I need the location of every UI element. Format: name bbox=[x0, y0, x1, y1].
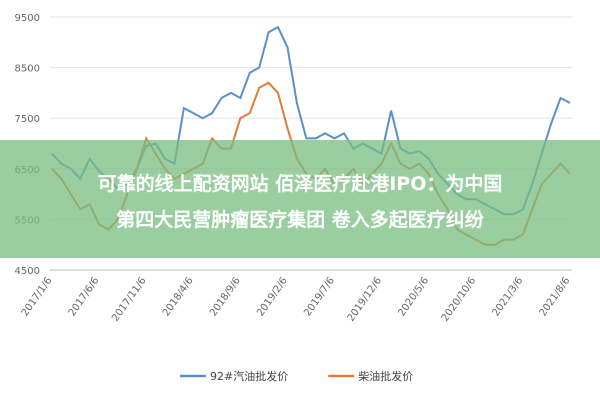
overlay-banner bbox=[0, 140, 600, 258]
x-tick-label: 2018/4/6 bbox=[161, 275, 196, 318]
legend-label: 柴油批发价 bbox=[358, 369, 413, 383]
x-tick-label: 2017/11/6 bbox=[110, 275, 148, 323]
y-tick-label: 7500 bbox=[15, 114, 40, 125]
y-tick-label: 9500 bbox=[15, 13, 40, 24]
overlay-title: 第四大民营肿瘤医疗集团 卷入多起医疗纠纷 bbox=[116, 208, 484, 231]
y-tick-label: 8500 bbox=[15, 64, 40, 75]
overlay-title: 可靠的线上配资网站 佰泽医疗赴港IPO：为中国 bbox=[98, 172, 503, 195]
x-tick-label: 2019/2/6 bbox=[255, 275, 290, 318]
legend-label: 92#汽油批发价 bbox=[210, 369, 288, 383]
x-tick-label: 2020/5/6 bbox=[396, 275, 431, 318]
x-tick-label: 2017/1/6 bbox=[20, 275, 55, 318]
x-tick-label: 2021/3/6 bbox=[491, 275, 526, 318]
x-tick-label: 2017/6/6 bbox=[67, 275, 102, 318]
y-tick-label: 4500 bbox=[15, 266, 40, 277]
x-tick-label: 2019/7/6 bbox=[302, 275, 337, 318]
x-tick-label: 2021/8/6 bbox=[538, 275, 573, 318]
x-tick-label: 2020/10/6 bbox=[440, 275, 478, 323]
x-tick-label: 2019/12/6 bbox=[346, 275, 384, 323]
x-tick-label: 2018/9/6 bbox=[208, 275, 243, 318]
